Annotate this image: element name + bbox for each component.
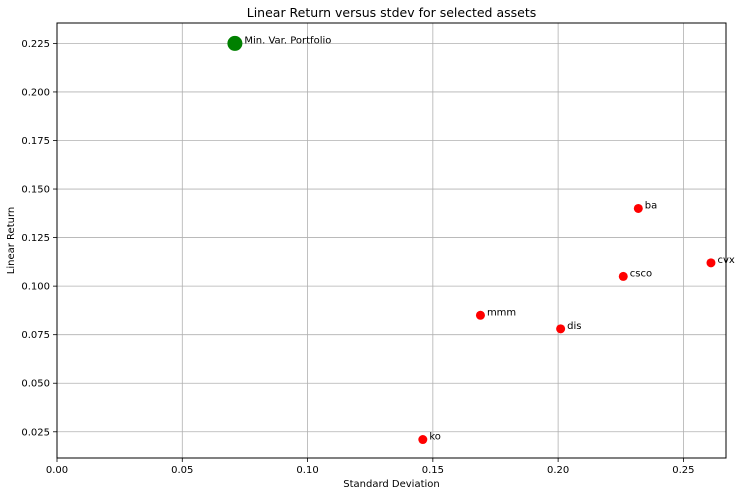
data-point bbox=[633, 203, 643, 213]
x-tick-label: 0.20 bbox=[547, 465, 569, 476]
data-point-label: dis bbox=[567, 321, 581, 332]
data-point-label: cvx bbox=[717, 255, 734, 266]
x-tick-label: 0.00 bbox=[46, 465, 68, 476]
x-tick-label: 0.05 bbox=[171, 465, 193, 476]
data-point bbox=[556, 324, 566, 334]
x-axis-label: Standard Deviation bbox=[343, 479, 440, 490]
y-tick-label: 0.175 bbox=[21, 136, 50, 147]
y-tick-label: 0.100 bbox=[21, 282, 50, 293]
data-point bbox=[618, 271, 628, 281]
point-labels: ba cvx csco mmm dis ko Min. Var. Portfolio bbox=[244, 35, 734, 442]
axes: 0.00 0.05 0.10 0.15 0.20 0.25 0.025 0.050 0.075 0… bbox=[21, 22, 727, 476]
data-point-label: mmm bbox=[487, 307, 516, 318]
y-axis-label: Linear Return bbox=[6, 207, 17, 274]
y-tick-label: 0.150 bbox=[21, 185, 50, 196]
x-tick-label: 0.15 bbox=[422, 465, 444, 476]
data-point bbox=[706, 258, 716, 268]
y-tick-label: 0.050 bbox=[21, 379, 50, 390]
chart-title: Linear Return versus stdev for selected … bbox=[247, 5, 537, 20]
data-point bbox=[227, 35, 243, 51]
axes-frame bbox=[56, 22, 727, 459]
y-tick-label: 0.125 bbox=[21, 233, 50, 244]
data-point bbox=[475, 310, 485, 320]
y-tick-label: 0.200 bbox=[21, 87, 50, 98]
data-point-label: csco bbox=[630, 268, 652, 279]
data-point bbox=[418, 435, 428, 445]
y-tick-label: 0.025 bbox=[21, 427, 50, 438]
grid-lines bbox=[56, 23, 726, 458]
x-tick-label: 0.25 bbox=[672, 465, 694, 476]
y-tick-label: 0.075 bbox=[21, 330, 50, 341]
data-points bbox=[227, 35, 716, 445]
data-point-label: ko bbox=[429, 432, 441, 443]
x-tick-label: 0.10 bbox=[296, 465, 318, 476]
data-point-label: ba bbox=[645, 200, 657, 211]
y-tick-label: 0.225 bbox=[21, 39, 50, 50]
data-point-label: Min. Var. Portfolio bbox=[244, 35, 331, 46]
